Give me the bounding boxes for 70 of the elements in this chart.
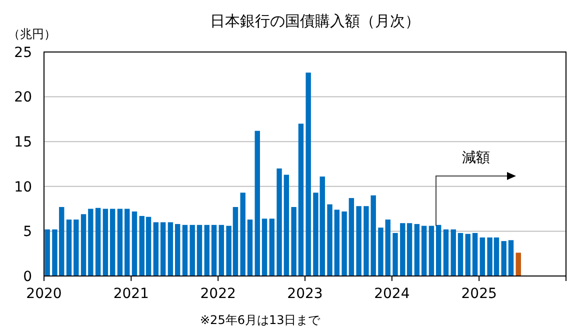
bar (211, 224, 217, 276)
bar (196, 224, 202, 276)
bar (348, 198, 354, 276)
bar (516, 252, 521, 276)
bar (501, 241, 506, 276)
bar (472, 232, 478, 276)
bar (378, 228, 384, 276)
bar (306, 72, 311, 276)
x-tick-label: 2020 (26, 286, 62, 302)
bar (117, 208, 123, 276)
bar (400, 223, 406, 276)
y-tick-label: 15 (14, 134, 32, 150)
bar (218, 224, 224, 276)
bar (458, 232, 464, 276)
bar (327, 204, 332, 276)
bar (480, 237, 486, 276)
bar (240, 192, 246, 276)
x-tick-label: 2024 (374, 286, 410, 302)
bar (254, 130, 260, 276)
y-tick-label: 0 (23, 268, 32, 285)
bar (88, 208, 94, 276)
x-tick-label: 2021 (113, 286, 149, 302)
y-tick-label: 25 (14, 44, 32, 61)
bar (334, 210, 340, 276)
bar (291, 207, 296, 276)
x-tick-label: 2025 (461, 286, 497, 302)
bar (276, 168, 282, 276)
bar (168, 222, 174, 276)
bar (342, 211, 347, 276)
bar (414, 224, 420, 276)
bar (153, 222, 159, 276)
text: ※25年6月は13日まで (200, 313, 322, 327)
bar (80, 214, 86, 276)
bar (132, 211, 138, 276)
bar (74, 220, 79, 276)
bar (298, 124, 304, 276)
bar (421, 226, 427, 276)
bar (284, 174, 290, 276)
bar (385, 220, 390, 276)
bar (95, 208, 101, 276)
bar (102, 208, 108, 276)
bar (356, 206, 362, 276)
bar (204, 224, 210, 276)
x-tick-label: 2022 (200, 286, 236, 302)
bar (269, 218, 274, 276)
chart-title: 日本銀行の国債購入額（月次） (210, 12, 420, 30)
y-tick-label: 5 (23, 224, 32, 240)
y-tick-label: 20 (14, 90, 32, 106)
bar (262, 218, 268, 276)
bar (443, 229, 449, 276)
annotation: 減額 (462, 150, 490, 166)
x-tick-label: 2023 (287, 286, 323, 302)
bar (44, 229, 50, 276)
bar (392, 232, 398, 276)
bar (428, 226, 434, 276)
y-axis-title: （兆円） (8, 27, 56, 41)
bar (174, 224, 180, 276)
bar (110, 208, 116, 276)
bar (66, 220, 72, 276)
bar (190, 224, 195, 276)
bar (182, 224, 188, 276)
bar (124, 208, 130, 276)
bar (508, 240, 514, 276)
bar (160, 222, 166, 276)
bar (436, 224, 442, 276)
bar (465, 234, 470, 276)
bar (406, 223, 412, 276)
y-tick-label: 10 (14, 179, 32, 196)
bar (450, 229, 456, 276)
bar (247, 220, 253, 276)
